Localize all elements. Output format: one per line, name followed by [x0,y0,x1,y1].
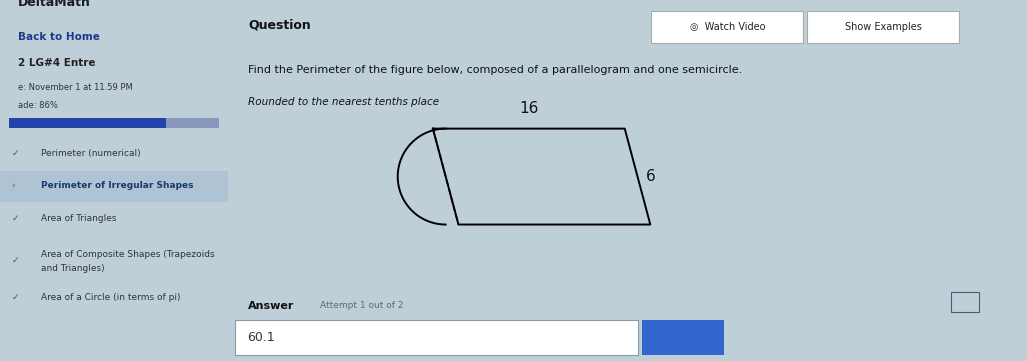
Bar [0,171,228,202]
Text: Rounded to the nearest tenths place: Rounded to the nearest tenths place [248,97,440,108]
Bar [9,118,166,128]
Text: ✓: ✓ [11,214,18,223]
Text: Question: Question [248,18,311,31]
Text: Show Examples: Show Examples [845,22,921,32]
FancyBboxPatch shape [235,320,638,355]
Text: 6: 6 [646,169,655,184]
FancyBboxPatch shape [807,11,959,43]
Text: and Triangles): and Triangles) [41,265,105,273]
Text: Find the Perimeter of the figure below, composed of a parallelogram and one semi: Find the Perimeter of the figure below, … [248,65,743,75]
Text: Attempt 1 out of 2: Attempt 1 out of 2 [319,301,404,310]
Text: Perimeter (numerical): Perimeter (numerical) [41,149,141,158]
Text: Perimeter of Irregular Shapes: Perimeter of Irregular Shapes [41,182,193,190]
Text: Answer: Answer [248,301,295,312]
Text: Area of a Circle (in terms of pi): Area of a Circle (in terms of pi) [41,293,181,302]
Bar [166,118,219,128]
Text: ade: 86%: ade: 86% [18,101,59,110]
Text: 60.1: 60.1 [248,331,275,344]
Text: ✓: ✓ [11,149,18,158]
Text: e: November 1 at 11.59 PM: e: November 1 at 11.59 PM [18,83,132,92]
Text: Back to Home: Back to Home [18,32,100,43]
Text: ◎  Watch Video: ◎ Watch Video [689,22,765,32]
Text: 2 LG#4 Entre: 2 LG#4 Entre [18,58,96,68]
FancyBboxPatch shape [651,11,803,43]
Text: ✓: ✓ [11,293,18,302]
Text: DeltaMath: DeltaMath [18,0,91,9]
Text: ›: › [11,182,15,190]
Text: ✓: ✓ [11,256,18,264]
Text: Area of Composite Shapes (Trapezoids: Area of Composite Shapes (Trapezoids [41,250,215,259]
Text: 16: 16 [519,101,538,116]
Text: Area of Triangles: Area of Triangles [41,214,116,223]
